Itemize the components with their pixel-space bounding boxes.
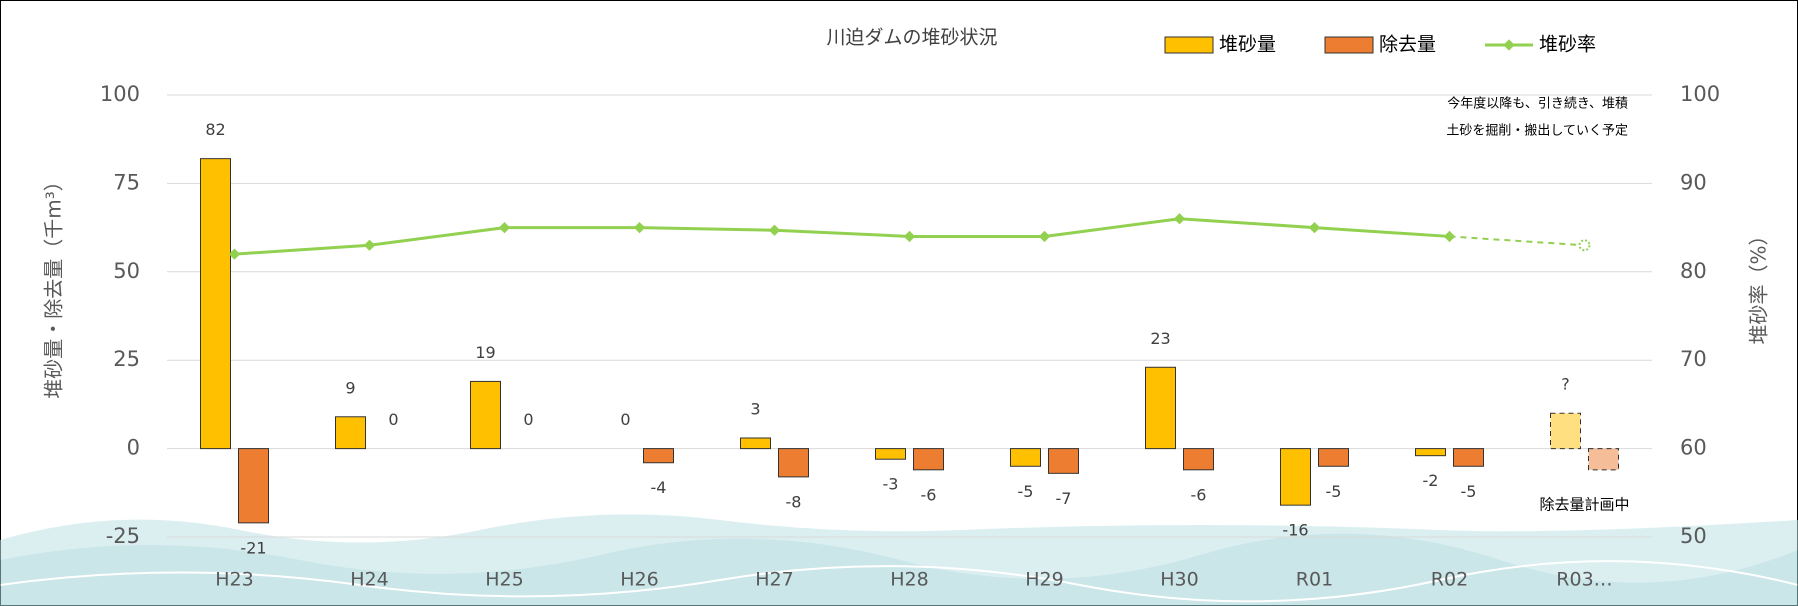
bar <box>1416 449 1446 456</box>
x-tick-label: H26 <box>620 569 658 591</box>
data-label: 0 <box>620 410 630 429</box>
bar <box>1281 449 1311 506</box>
data-label: -4 <box>651 478 667 497</box>
y-tick-label: 25 <box>113 347 140 371</box>
y-tick-label: 100 <box>100 82 140 106</box>
bar <box>201 159 231 449</box>
x-tick-label: H28 <box>890 569 928 591</box>
data-label: -2 <box>1423 471 1439 490</box>
legend-label: 堆砂率 <box>1539 34 1596 56</box>
bar <box>1011 449 1041 467</box>
data-label: 19 <box>475 343 495 362</box>
y-axis-title: 堆砂量・除去量（千m³） <box>42 171 66 399</box>
y2-axis-title: 堆砂率（%） <box>1747 225 1771 344</box>
annotation: 除去量計画中 <box>1539 496 1629 514</box>
x-tick-label: H30 <box>1160 569 1198 591</box>
annotation: 今年度以降も、引き続き、堆積 <box>1447 96 1628 112</box>
x-tick-label: H25 <box>485 569 523 591</box>
y2-tick-label: 50 <box>1680 524 1707 548</box>
bar <box>876 449 906 460</box>
x-tick-label: H29 <box>1025 569 1063 591</box>
data-label: -3 <box>883 475 899 494</box>
x-tick-label: H24 <box>350 569 388 591</box>
data-label: 82 <box>205 120 225 139</box>
chart-title: 川迫ダムの堆砂状況 <box>826 27 997 49</box>
bar <box>1589 449 1619 470</box>
data-label: -16 <box>1282 521 1308 540</box>
y2-tick-label: 90 <box>1680 170 1707 194</box>
legend-label: 堆砂量 <box>1219 34 1276 56</box>
x-tick-label: R02 <box>1431 569 1468 591</box>
bar <box>1146 367 1176 448</box>
bar <box>239 449 269 523</box>
data-label: 3 <box>750 399 760 418</box>
x-tick-label: H23 <box>215 569 253 591</box>
y2-tick-label: 60 <box>1680 436 1707 460</box>
bar <box>779 449 809 477</box>
bar <box>471 381 501 448</box>
bar <box>914 449 944 470</box>
data-label: 0 <box>523 410 533 429</box>
x-tick-label: R03… <box>1556 569 1612 591</box>
annotation: 土砂を掘削・搬出していく予定 <box>1446 124 1628 139</box>
bar <box>1184 449 1214 470</box>
y2-tick-label: 100 <box>1680 82 1720 106</box>
data-label: -7 <box>1056 489 1072 508</box>
bar <box>741 438 771 449</box>
legend-swatch <box>1165 37 1213 53</box>
bar <box>1319 449 1349 467</box>
y2-tick-label: 80 <box>1680 259 1707 283</box>
legend-label: 除去量 <box>1379 34 1436 56</box>
x-tick-label: R01 <box>1296 569 1333 591</box>
data-label: -21 <box>240 538 266 557</box>
bar <box>1049 449 1079 474</box>
data-label: -5 <box>1461 482 1477 501</box>
bar <box>1454 449 1484 467</box>
data-label: -5 <box>1326 482 1342 501</box>
data-label: -6 <box>921 485 937 504</box>
y-tick-label: 75 <box>113 170 140 194</box>
data-label: 9 <box>345 378 355 397</box>
frame <box>1 1 1798 606</box>
bar <box>644 449 674 463</box>
legend-swatch <box>1325 37 1373 53</box>
y-tick-label: -25 <box>106 524 140 548</box>
y-tick-label: 0 <box>127 436 140 460</box>
chart: 川迫ダムの堆砂状況 堆砂量・除去量（千m³） 堆砂率（%） 今年度以降も、引き続… <box>0 0 1798 606</box>
line-point <box>1580 240 1590 250</box>
bar <box>1551 413 1581 448</box>
bar <box>336 417 366 449</box>
data-label: -8 <box>786 492 802 511</box>
y2-tick-label: 70 <box>1680 347 1707 371</box>
data-label: 23 <box>1150 329 1170 348</box>
y-tick-label: 50 <box>113 259 140 283</box>
data-label: 0 <box>388 410 398 429</box>
x-tick-label: H27 <box>755 569 793 591</box>
data-label: ? <box>1561 375 1570 394</box>
data-label: -6 <box>1191 485 1207 504</box>
data-label: -5 <box>1018 482 1034 501</box>
